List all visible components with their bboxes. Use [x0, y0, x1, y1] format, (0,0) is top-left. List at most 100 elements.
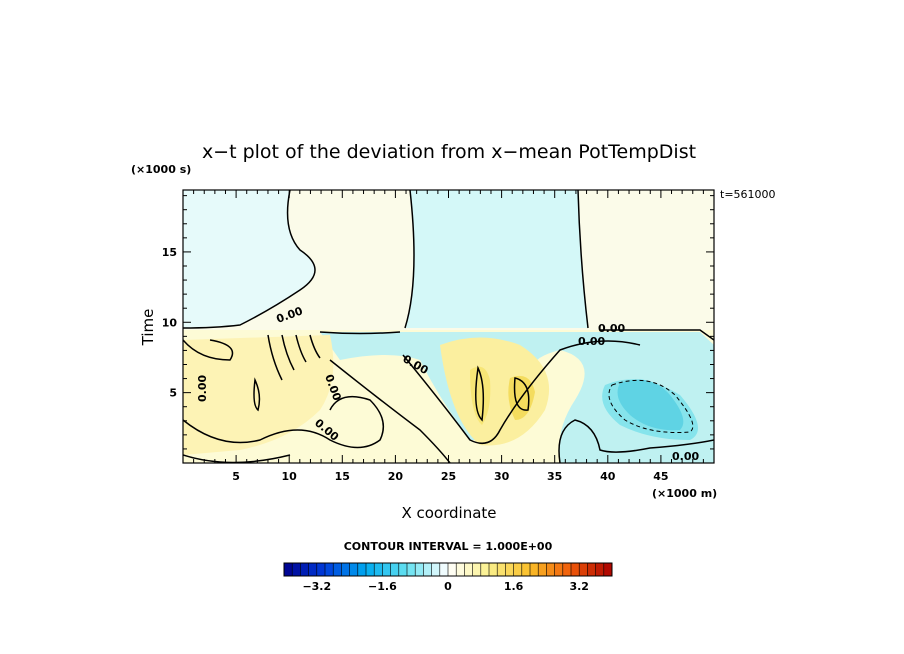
contour-line-streak-4	[309, 334, 321, 359]
contour-line-lower-left-4	[329, 359, 451, 463]
x-tick-label: 30	[494, 470, 510, 483]
colorbar-swatch	[366, 563, 375, 576]
colorbar-swatch	[349, 563, 359, 576]
y-axis-ticks: 5 10 15	[162, 195, 714, 450]
colorbar-ticks: −3.2 −1.6 0 1.6 3.2	[302, 580, 589, 593]
colorbar-swatch	[300, 563, 309, 576]
contour-line-boundary	[319, 331, 401, 335]
contour-line-streak-3	[295, 334, 307, 363]
colorbar-swatch	[439, 563, 449, 576]
chart-title: x−t plot of the deviation from x−mean Po…	[202, 141, 696, 163]
field-region-lower-left-yellow	[183, 335, 334, 455]
colorbar-swatch	[382, 563, 391, 576]
contour-line-upper-mid-right	[577, 190, 589, 329]
plot-area: 0.00 0.00 0.00 0.00 0.00 0.00 0.00 0.00	[183, 190, 714, 463]
contour-line-lower-right	[600, 329, 714, 341]
y-unit-label: (×1000 s)	[131, 163, 191, 176]
colorbar-swatch	[357, 563, 367, 576]
colorbar-swatch	[325, 563, 334, 576]
colorbar-swatch	[521, 563, 531, 576]
colorbar-swatch	[554, 563, 564, 576]
contour-line-upper-mid-left	[404, 190, 415, 329]
colorbar-swatch	[448, 563, 457, 576]
x-tick-label: 25	[441, 470, 456, 483]
colorbar-swatch	[472, 563, 482, 576]
contour-lines	[183, 190, 714, 463]
y-tick-label: 5	[169, 387, 177, 400]
contour-line-streak-1	[267, 334, 283, 381]
y-axis-label: Time	[139, 309, 157, 347]
contour-line-upper-left	[183, 190, 316, 329]
colorbar	[283, 562, 613, 577]
x-axis-label: X coordinate	[401, 504, 496, 522]
colorbar-swatch	[423, 563, 432, 576]
field-region-lower-cyan-core	[617, 379, 684, 431]
y-tick-label: 15	[162, 246, 177, 259]
x-tick-label: 10	[282, 470, 298, 483]
colorbar-swatch	[407, 563, 416, 576]
colorbar-swatch	[497, 563, 506, 576]
colorbar-swatch	[431, 563, 441, 576]
colorbar-swatch	[390, 563, 400, 576]
colorbar-swatch	[308, 563, 318, 576]
x-tick-label: 40	[600, 470, 616, 483]
colorbar-swatch	[398, 563, 408, 576]
colorbar-swatch	[603, 563, 613, 576]
colorbar-swatch	[333, 563, 342, 576]
colorbar-swatch	[587, 563, 596, 576]
colorbar-swatch	[292, 563, 301, 576]
colorbar-swatch	[316, 563, 326, 576]
colorbar-swatch	[595, 563, 605, 576]
contour-line-streak-2	[281, 334, 295, 371]
x-axis-ticks: 5 10 15 20 25 30 35 40 45	[193, 190, 704, 483]
colorbar-swatch	[374, 563, 383, 576]
x-unit-label: (×1000 m)	[652, 487, 717, 500]
colorbar-tick-label: −1.6	[368, 580, 397, 593]
contour-line-lower-left-1	[183, 339, 234, 361]
colorbar-swatch	[571, 563, 580, 576]
colorbar-swatch	[341, 563, 350, 576]
contour-line-inner-2	[475, 365, 485, 422]
contour-label-5: 0.00	[196, 375, 209, 402]
x-tick-label: 35	[547, 470, 562, 483]
colorbar-swatch	[456, 563, 465, 576]
x-tick-label: 45	[653, 470, 668, 483]
colorbar-swatch	[513, 563, 523, 576]
colorbar-swatch	[546, 563, 555, 576]
field-region-lower-yellow-1	[440, 337, 550, 446]
contour-line-inner-3	[513, 377, 530, 411]
colorbar-swatch	[579, 563, 588, 576]
colorbar-swatch	[505, 563, 514, 576]
colorbar-swatch	[480, 563, 490, 576]
field-region-cyan-upper-left	[183, 190, 315, 328]
colorbar-tick-label: 1.6	[504, 580, 524, 593]
contour-interval-text: CONTOUR INTERVAL = 1.000E+00	[344, 540, 553, 553]
colorbar-swatch	[489, 563, 498, 576]
contour-line-negative	[608, 379, 694, 433]
time-stamp: t=561000	[720, 188, 776, 201]
colorbar-swatch	[464, 563, 473, 576]
contour-line-lower-left-2	[183, 395, 385, 449]
contour-line-inner-1	[253, 377, 261, 412]
colorbar-frame	[283, 562, 613, 577]
colorbar-swatch	[415, 563, 424, 576]
colorbar-tick-label: 3.2	[569, 580, 589, 593]
contour-line-lower-right-lobe	[558, 419, 714, 463]
colorbar-swatch	[562, 563, 572, 576]
contour-line-lower-mid	[402, 340, 641, 445]
colorbar-tick-label: −3.2	[302, 580, 331, 593]
colorbar-swatch	[530, 563, 539, 576]
contour-label-3: 0.00	[598, 322, 625, 335]
field-region-lower-yellow-2	[470, 366, 491, 425]
contour-label-4: 0.00	[578, 335, 605, 348]
x-tick-label: 15	[335, 470, 350, 483]
colorbar-tick-label: 0	[444, 580, 452, 593]
contour-label-8: 0.00	[672, 450, 699, 463]
x-tick-label: 20	[388, 470, 404, 483]
colorbar-swatch	[538, 563, 547, 576]
x-tick-label: 5	[232, 470, 240, 483]
y-tick-label: 10	[162, 316, 178, 329]
field-region-cyan-upper-mid	[405, 190, 588, 328]
colorbar-swatch	[284, 563, 293, 576]
